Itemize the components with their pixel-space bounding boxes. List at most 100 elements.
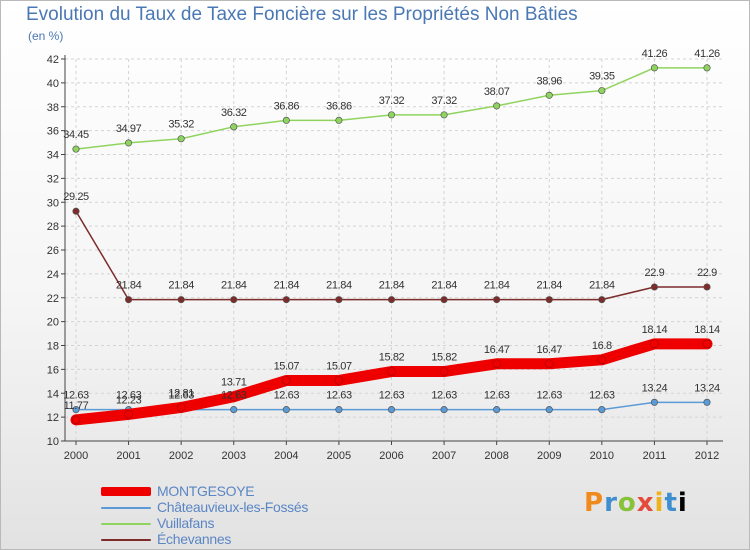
data-point	[544, 359, 554, 369]
y-tick-label: 24	[47, 269, 59, 281]
data-label: 35.32	[168, 119, 194, 131]
data-label: 37.32	[431, 95, 457, 107]
data-label: 12.63	[63, 390, 89, 402]
proxiti-logo: Proxiti	[584, 488, 688, 518]
data-label: 15.82	[379, 352, 405, 364]
data-point	[650, 398, 658, 406]
data-point	[125, 296, 133, 304]
data-label: 13.24	[642, 382, 668, 394]
logo-letter: P	[584, 488, 605, 518]
data-point	[71, 415, 81, 425]
data-point	[493, 102, 501, 110]
data-label: 12.63	[274, 390, 300, 402]
data-label: 21.84	[536, 280, 562, 292]
y-tick-label: 12	[47, 412, 59, 424]
data-label: 22.9	[645, 267, 665, 279]
x-tick-label: 2000	[64, 450, 88, 462]
x-tick-label: 2009	[537, 450, 561, 462]
data-label: 21.84	[379, 280, 405, 292]
data-label: 36.32	[221, 107, 247, 119]
y-tick-label: 42	[47, 54, 59, 66]
data-label: 12.63	[431, 390, 457, 402]
data-label: 41.26	[694, 48, 720, 60]
x-tick-label: 2003	[222, 450, 246, 462]
data-label: 21.84	[484, 280, 510, 292]
data-point	[440, 296, 448, 304]
y-tick-label: 32	[47, 173, 59, 185]
data-label: 13.71	[221, 377, 247, 389]
y-tick-label: 38	[47, 102, 59, 114]
x-tick-label: 2004	[274, 450, 298, 462]
data-point	[387, 406, 396, 414]
data-label: 16.8	[592, 340, 612, 352]
data-point	[282, 406, 290, 414]
data-point	[598, 87, 606, 95]
data-label: 18.14	[694, 324, 720, 336]
data-point	[440, 406, 448, 414]
y-tick-label: 16	[47, 364, 59, 376]
data-label: 15.07	[274, 360, 300, 372]
data-point	[703, 64, 711, 72]
data-label: 11.77	[64, 400, 89, 412]
logo-letter: o	[617, 488, 637, 518]
data-point	[650, 64, 658, 72]
legend-label: Vuillafans	[157, 515, 215, 531]
data-label: 36.86	[274, 100, 300, 112]
data-label: 21.84	[116, 280, 142, 292]
logo-letter: r	[604, 488, 618, 518]
data-label: 21.84	[589, 280, 615, 292]
data-label: 15.07	[326, 360, 352, 372]
y-tick-label: 36	[47, 126, 59, 138]
data-point	[597, 355, 607, 365]
data-point	[387, 111, 396, 119]
y-tick-label: 18	[47, 341, 59, 353]
data-label: 12.63	[116, 390, 142, 402]
data-point	[650, 283, 658, 291]
data-point	[493, 406, 501, 414]
data-point	[598, 296, 606, 304]
data-label: 39.35	[589, 71, 615, 83]
data-label: 15.82	[431, 352, 457, 364]
logo-letter: i	[677, 488, 688, 518]
logo-letter: t	[664, 488, 678, 518]
legend-swatch-echevannes	[101, 539, 151, 541]
x-tick-label: 2001	[116, 450, 140, 462]
data-point	[124, 410, 133, 419]
data-label: 13.24	[694, 382, 720, 394]
data-point	[72, 145, 80, 153]
data-label: 21.84	[326, 280, 352, 292]
data-point	[545, 296, 553, 304]
data-point	[229, 392, 239, 402]
legend-swatch-montgesoye	[101, 487, 151, 496]
data-point	[230, 123, 238, 131]
data-label: 34.97	[116, 123, 142, 135]
data-point	[439, 367, 449, 376]
y-tick-label: 10	[47, 436, 59, 448]
data-point	[545, 91, 553, 99]
data-point	[230, 296, 238, 304]
data-label: 16.47	[536, 344, 562, 356]
x-tick-label: 2011	[643, 450, 667, 462]
data-label: 12.63	[379, 390, 405, 402]
data-point	[703, 283, 711, 291]
data-point	[440, 111, 448, 119]
data-label: 41.26	[642, 48, 668, 60]
data-label: 22.9	[697, 267, 717, 279]
data-point	[387, 296, 396, 304]
data-label: 37.32	[379, 95, 405, 107]
y-tick-label: 40	[47, 78, 59, 90]
legend-label: Échevannes	[157, 531, 232, 547]
data-point	[335, 116, 343, 124]
x-tick-label: 2006	[379, 450, 403, 462]
legend-swatch-vuillafans	[101, 523, 151, 525]
data-label: 38.07	[484, 86, 510, 98]
logo-letter: i	[654, 488, 665, 518]
data-point	[176, 403, 186, 412]
data-point	[282, 116, 290, 124]
x-tick-label: 2005	[327, 450, 351, 462]
data-label: 21.84	[221, 280, 247, 292]
data-point	[72, 406, 80, 414]
data-point	[335, 406, 343, 414]
chart-title: Evolution du Taux de Taxe Foncière sur l…	[26, 4, 578, 25]
